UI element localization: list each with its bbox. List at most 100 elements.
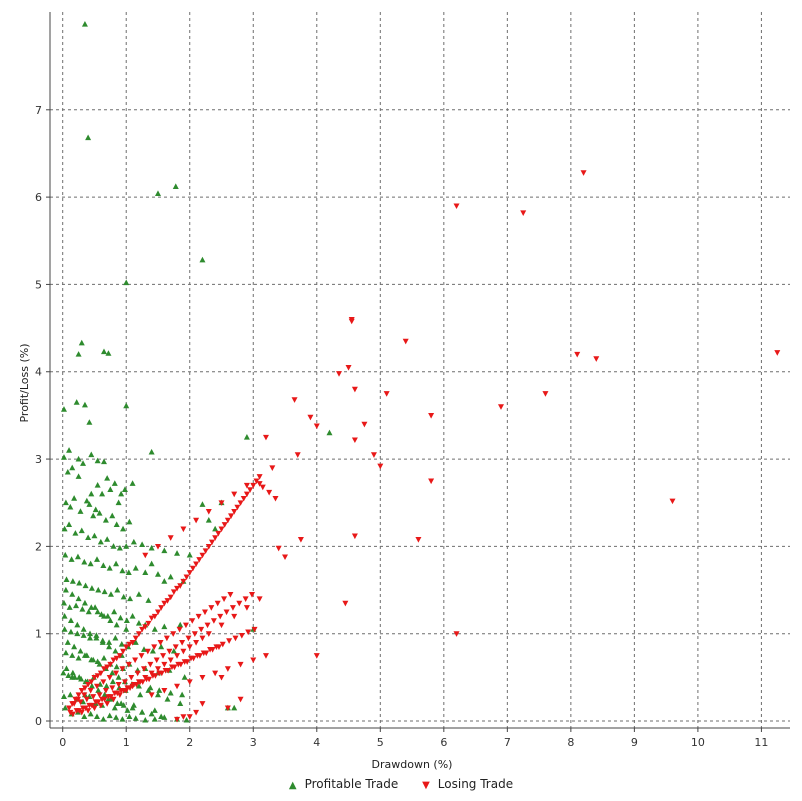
losing-trade-point	[153, 657, 160, 664]
x-tick-label: 9	[631, 736, 638, 749]
profitable-trade-point	[121, 486, 128, 493]
losing-trade-point	[361, 421, 368, 428]
losing-trade-point	[219, 641, 226, 648]
losing-trade-point	[208, 605, 215, 611]
profitable-trade-point	[135, 591, 142, 597]
losing-trade-point	[123, 644, 130, 650]
profitable-trade-point	[177, 621, 184, 628]
losing-trade-point	[243, 482, 250, 489]
losing-trade-point	[114, 690, 121, 697]
profitable-trade-point	[75, 351, 82, 357]
losing-trade-point	[95, 699, 102, 706]
profitable-trade-point	[92, 506, 99, 513]
profitable-trade-point	[243, 434, 250, 440]
losing-trade-point	[198, 626, 205, 633]
losing-trade-point	[152, 673, 159, 679]
losing-trade-point	[336, 371, 343, 377]
profitable-trade-point	[129, 480, 136, 486]
profitable-trade-point	[74, 553, 81, 560]
losing-trade-point	[193, 640, 200, 646]
losing-trade-point	[189, 618, 196, 624]
losing-trade-point	[185, 635, 192, 642]
losing-trade-point	[189, 565, 196, 572]
losing-trade-point	[113, 655, 120, 662]
losing-trade-point	[234, 504, 241, 511]
losing-trade-point	[542, 391, 549, 397]
profitable-trade-point	[112, 634, 119, 641]
losing-trade-point	[193, 709, 200, 716]
profitable-trade-point	[145, 687, 152, 693]
losing-trade-point	[97, 670, 104, 677]
losing-trade-point	[203, 650, 210, 657]
profitable-trade-point	[115, 499, 122, 506]
profitable-trade-point	[148, 544, 155, 551]
series-markers	[60, 21, 781, 723]
losing-trade-point	[100, 679, 107, 685]
losing-trade-point	[453, 203, 460, 210]
losing-trade-point	[154, 543, 161, 550]
losing-trade-point	[167, 535, 174, 541]
losing-trade-point	[186, 570, 193, 576]
losing-trade-point	[148, 670, 155, 677]
losing-trade-point	[520, 210, 527, 217]
losing-trade-point	[229, 605, 236, 611]
losing-trade-point	[120, 648, 127, 655]
legend-item-profitable: ▲ Profitable Trade	[289, 777, 398, 791]
losing-trade-point	[238, 633, 245, 639]
profitable-trade-point	[65, 672, 72, 679]
losing-trade-point	[91, 705, 98, 712]
profitable-trade-point	[81, 599, 88, 606]
x-tick-label: 10	[691, 736, 705, 749]
losing-trade-point	[256, 481, 263, 487]
profitable-trade-point	[83, 497, 90, 504]
profitable-trade-point	[158, 713, 165, 720]
losing-trade-point	[243, 605, 250, 611]
profitable-trade-point	[170, 647, 177, 654]
profitable-trade-point	[107, 591, 114, 597]
profitable-trade-point	[181, 674, 188, 680]
profitable-trade-point	[62, 499, 69, 506]
profitable-trade-point	[85, 534, 92, 541]
losing-trade-point	[133, 681, 140, 688]
losing-trade-point	[180, 648, 187, 655]
losing-trade-point	[345, 364, 352, 371]
losing-trade-point	[218, 500, 225, 506]
losing-trade-point	[269, 465, 276, 471]
losing-trade-point	[224, 666, 231, 672]
losing-trade-point	[250, 482, 257, 489]
losing-trade-point	[183, 574, 190, 581]
losing-trade-point	[180, 714, 187, 720]
losing-trade-point	[184, 659, 191, 665]
losing-trade-point	[205, 631, 212, 637]
profitable-trade-point	[94, 713, 101, 720]
losing-trade-point	[161, 661, 168, 668]
grid-lines	[50, 12, 790, 728]
profitable-trade-point	[94, 457, 101, 464]
profitable-trade-point	[63, 576, 70, 582]
profitable-trade-point	[142, 716, 149, 723]
profitable-trade-point	[61, 626, 68, 632]
profitable-trade-point	[112, 647, 119, 654]
profitable-trade-point	[164, 695, 171, 702]
profitable-trade-point	[60, 406, 67, 412]
profitable-trade-point	[69, 464, 76, 471]
losing-trade-point	[167, 657, 174, 664]
losing-trade-point	[139, 626, 146, 633]
losing-trade-point	[199, 701, 206, 707]
losing-trade-point	[180, 526, 187, 533]
profitable-trade-point	[92, 604, 99, 610]
profitable-trade-point	[103, 682, 110, 689]
losing-trade-point	[83, 696, 90, 703]
profitable-trade-point	[111, 480, 118, 486]
profitable-trade-point	[186, 551, 193, 558]
triangle-up-icon: ▲	[288, 780, 297, 791]
losing-trade-point	[282, 554, 289, 561]
profitable-trade-point	[74, 621, 81, 628]
losing-trade-point	[76, 708, 83, 714]
losing-trade-point	[160, 653, 167, 659]
profitable-trade-point	[177, 700, 184, 706]
losing-trade-point	[266, 489, 273, 496]
profitable-trade-point	[73, 399, 80, 405]
profitable-trade-point	[212, 525, 219, 532]
profitable-trade-point	[130, 538, 137, 545]
